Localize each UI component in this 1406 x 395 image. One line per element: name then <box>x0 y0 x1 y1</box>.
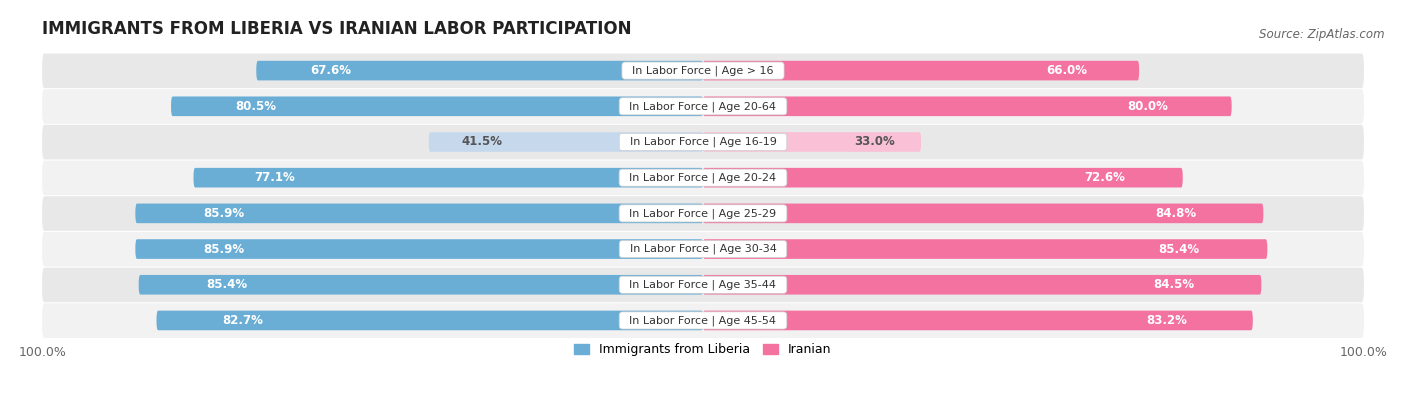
Text: 72.6%: 72.6% <box>1084 171 1125 184</box>
Text: In Labor Force | Age 35-44: In Labor Force | Age 35-44 <box>623 280 783 290</box>
Text: In Labor Force | Age 25-29: In Labor Force | Age 25-29 <box>623 208 783 218</box>
FancyBboxPatch shape <box>156 310 703 330</box>
FancyBboxPatch shape <box>703 132 921 152</box>
Text: 84.5%: 84.5% <box>1153 278 1194 291</box>
FancyBboxPatch shape <box>429 132 703 152</box>
Text: IMMIGRANTS FROM LIBERIA VS IRANIAN LABOR PARTICIPATION: IMMIGRANTS FROM LIBERIA VS IRANIAN LABOR… <box>42 19 631 38</box>
FancyBboxPatch shape <box>42 89 1364 124</box>
Text: 67.6%: 67.6% <box>309 64 352 77</box>
FancyBboxPatch shape <box>703 61 1139 81</box>
FancyBboxPatch shape <box>42 303 1364 338</box>
Text: In Labor Force | Age 20-24: In Labor Force | Age 20-24 <box>623 173 783 183</box>
FancyBboxPatch shape <box>42 160 1364 195</box>
Text: 84.8%: 84.8% <box>1154 207 1197 220</box>
FancyBboxPatch shape <box>42 53 1364 88</box>
FancyBboxPatch shape <box>42 232 1364 267</box>
FancyBboxPatch shape <box>135 203 703 223</box>
FancyBboxPatch shape <box>194 168 703 188</box>
Text: 41.5%: 41.5% <box>461 135 503 149</box>
Text: 33.0%: 33.0% <box>855 135 894 149</box>
FancyBboxPatch shape <box>135 239 703 259</box>
Text: 66.0%: 66.0% <box>1046 64 1087 77</box>
FancyBboxPatch shape <box>703 168 1182 188</box>
Text: 85.9%: 85.9% <box>204 207 245 220</box>
FancyBboxPatch shape <box>256 61 703 81</box>
FancyBboxPatch shape <box>703 203 1264 223</box>
Text: 83.2%: 83.2% <box>1146 314 1187 327</box>
FancyBboxPatch shape <box>703 239 1267 259</box>
Text: 77.1%: 77.1% <box>254 171 295 184</box>
Text: In Labor Force | Age 45-54: In Labor Force | Age 45-54 <box>623 315 783 326</box>
FancyBboxPatch shape <box>42 125 1364 160</box>
Text: 85.4%: 85.4% <box>207 278 247 291</box>
FancyBboxPatch shape <box>139 275 703 295</box>
FancyBboxPatch shape <box>172 96 703 116</box>
Text: 85.4%: 85.4% <box>1159 243 1199 256</box>
Text: In Labor Force | Age 16-19: In Labor Force | Age 16-19 <box>623 137 783 147</box>
FancyBboxPatch shape <box>703 310 1253 330</box>
Text: In Labor Force | Age > 16: In Labor Force | Age > 16 <box>626 65 780 76</box>
Text: In Labor Force | Age 30-34: In Labor Force | Age 30-34 <box>623 244 783 254</box>
Text: 80.0%: 80.0% <box>1128 100 1168 113</box>
FancyBboxPatch shape <box>42 196 1364 231</box>
Text: 82.7%: 82.7% <box>222 314 263 327</box>
Text: In Labor Force | Age 20-64: In Labor Force | Age 20-64 <box>623 101 783 111</box>
FancyBboxPatch shape <box>42 268 1364 302</box>
Legend: Immigrants from Liberia, Iranian: Immigrants from Liberia, Iranian <box>569 338 837 361</box>
Text: Source: ZipAtlas.com: Source: ZipAtlas.com <box>1260 28 1385 41</box>
Text: 80.5%: 80.5% <box>235 100 276 113</box>
FancyBboxPatch shape <box>703 96 1232 116</box>
FancyBboxPatch shape <box>703 275 1261 295</box>
Text: 85.9%: 85.9% <box>204 243 245 256</box>
